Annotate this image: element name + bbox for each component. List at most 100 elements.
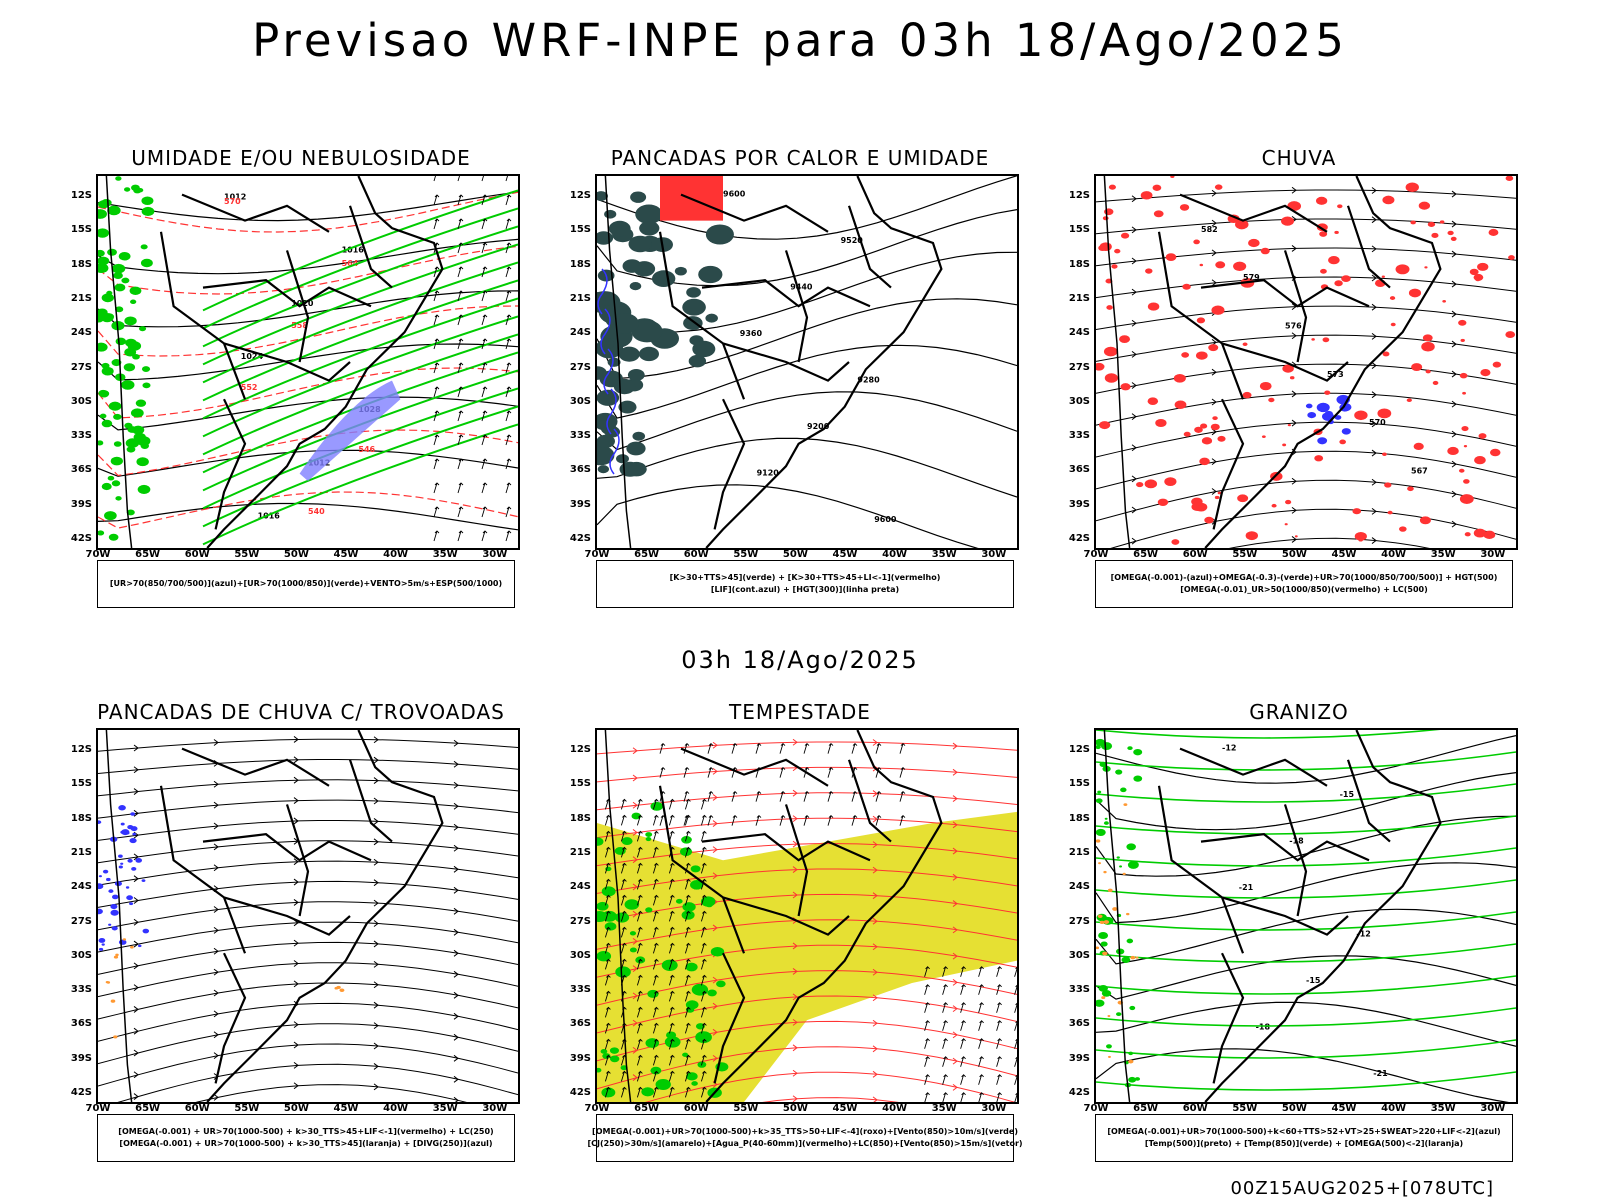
rain-area	[1464, 532, 1471, 537]
stream-arrow	[213, 1010, 219, 1018]
moist-area	[635, 204, 663, 225]
omega-area	[1102, 951, 1108, 956]
lon-tick-label: 70W	[584, 1103, 610, 1114]
temp850-contour	[1096, 815, 1516, 835]
wind-vector	[620, 910, 627, 922]
streamline	[195, 1084, 467, 1102]
humidity-cell	[107, 205, 121, 216]
lat-tick-label: 27S	[569, 915, 591, 927]
wind-vector	[652, 894, 659, 906]
temp850-cell	[1134, 1077, 1141, 1081]
moist-area	[627, 369, 645, 381]
temp850-cell	[1116, 1012, 1122, 1017]
lon-tick-label: 45W	[832, 1103, 858, 1114]
wind-vector	[636, 1070, 643, 1082]
stream-arrow	[1131, 226, 1137, 234]
wind-vector	[505, 410, 512, 422]
stream-arrow	[632, 965, 638, 973]
stream-arrow	[792, 815, 798, 823]
wind-vector	[996, 1074, 1002, 1085]
rain-area	[1179, 204, 1190, 211]
moist-area	[674, 266, 687, 276]
humidity-cell	[126, 446, 136, 453]
rain-area	[1406, 398, 1412, 403]
stream-arrow	[1291, 477, 1297, 485]
wind-vector	[481, 530, 488, 542]
wind-vector	[942, 984, 948, 995]
moist-area	[705, 224, 734, 245]
humidity-cell	[98, 256, 110, 266]
wind-vector	[652, 1054, 659, 1066]
humidity-cell	[113, 413, 122, 420]
lon-tick-label: 60W	[1182, 549, 1208, 560]
stream-arrow	[293, 980, 299, 988]
wind-vector	[433, 218, 440, 230]
stream-arrow	[1211, 279, 1217, 287]
lat-tick-label: 21S	[70, 846, 92, 858]
moist-area	[698, 265, 723, 284]
lat-tick-label: 39S	[1068, 498, 1090, 510]
contour-label: 9120	[757, 468, 780, 477]
divergence-area	[130, 826, 138, 832]
lat-tick-label: 36S	[1068, 464, 1090, 476]
strong-wind-area	[650, 1066, 662, 1075]
humidity-cell	[118, 252, 131, 261]
lat-tick-label: 39S	[569, 1052, 591, 1064]
wind-vector	[668, 814, 675, 826]
rain-area	[1260, 247, 1270, 255]
legend-line: [OMEGA(-0.001) + UR>70(1000-500) + k>30_…	[118, 1127, 494, 1136]
divergence-area	[126, 895, 134, 901]
rain-area	[1199, 263, 1204, 267]
wind-vector	[875, 814, 882, 826]
wind-vector	[604, 894, 611, 906]
wind-vector	[827, 814, 834, 826]
streamline	[98, 901, 518, 931]
wind-vector	[481, 458, 488, 470]
wind-vector	[636, 894, 643, 906]
wind-vector	[604, 1086, 611, 1098]
wind-vector	[700, 878, 707, 890]
omega-area	[1126, 912, 1130, 916]
wind-vector	[652, 1086, 659, 1098]
stream-arrow	[1371, 362, 1377, 369]
streamline	[98, 779, 518, 797]
wind-vector	[604, 1022, 611, 1034]
rain-area	[1419, 516, 1431, 525]
stream-arrow	[453, 1054, 459, 1062]
wind-vector	[707, 814, 714, 826]
rain-area	[1165, 253, 1177, 261]
temp850-cell	[1096, 999, 1105, 1007]
wind-vector	[505, 482, 512, 494]
stream-arrow	[453, 802, 459, 810]
rain-area	[1410, 220, 1416, 225]
stream-arrow	[1451, 280, 1457, 288]
stream-arrow	[1211, 249, 1217, 257]
stream-arrow	[1291, 303, 1297, 311]
wind-vector	[960, 1092, 966, 1102]
stream-arrow	[1131, 413, 1137, 421]
instability-area	[130, 945, 134, 949]
temp850-contour	[1096, 751, 1516, 771]
stream-arrow	[872, 943, 878, 951]
legend-line: [LIF](cont.azul) + [HGT(300)](linha pret…	[710, 585, 900, 594]
divergence-area	[135, 858, 143, 863]
temp850-contour	[1096, 943, 1516, 963]
stream-arrow	[373, 756, 379, 764]
pressure-contour	[98, 396, 518, 431]
wind-vector	[604, 1054, 611, 1066]
humidity-contour	[202, 261, 518, 384]
stream-arrow	[1131, 257, 1137, 265]
rain-area	[1170, 176, 1175, 179]
stream-arrow	[712, 794, 718, 801]
divergence-area	[98, 883, 104, 890]
state-border	[1346, 205, 1391, 289]
pressure-contour	[98, 238, 518, 275]
wind-vector	[652, 814, 659, 826]
stream-arrow	[453, 991, 459, 999]
rain-area	[1459, 372, 1468, 379]
wind-vector	[457, 266, 464, 278]
stream-arrow	[1291, 536, 1297, 543]
wind-vector	[996, 1092, 1002, 1102]
stream-arrow	[712, 846, 718, 854]
legend-line: [Temp(500)](preto) + [Temp(850)](verde) …	[1144, 1139, 1464, 1148]
